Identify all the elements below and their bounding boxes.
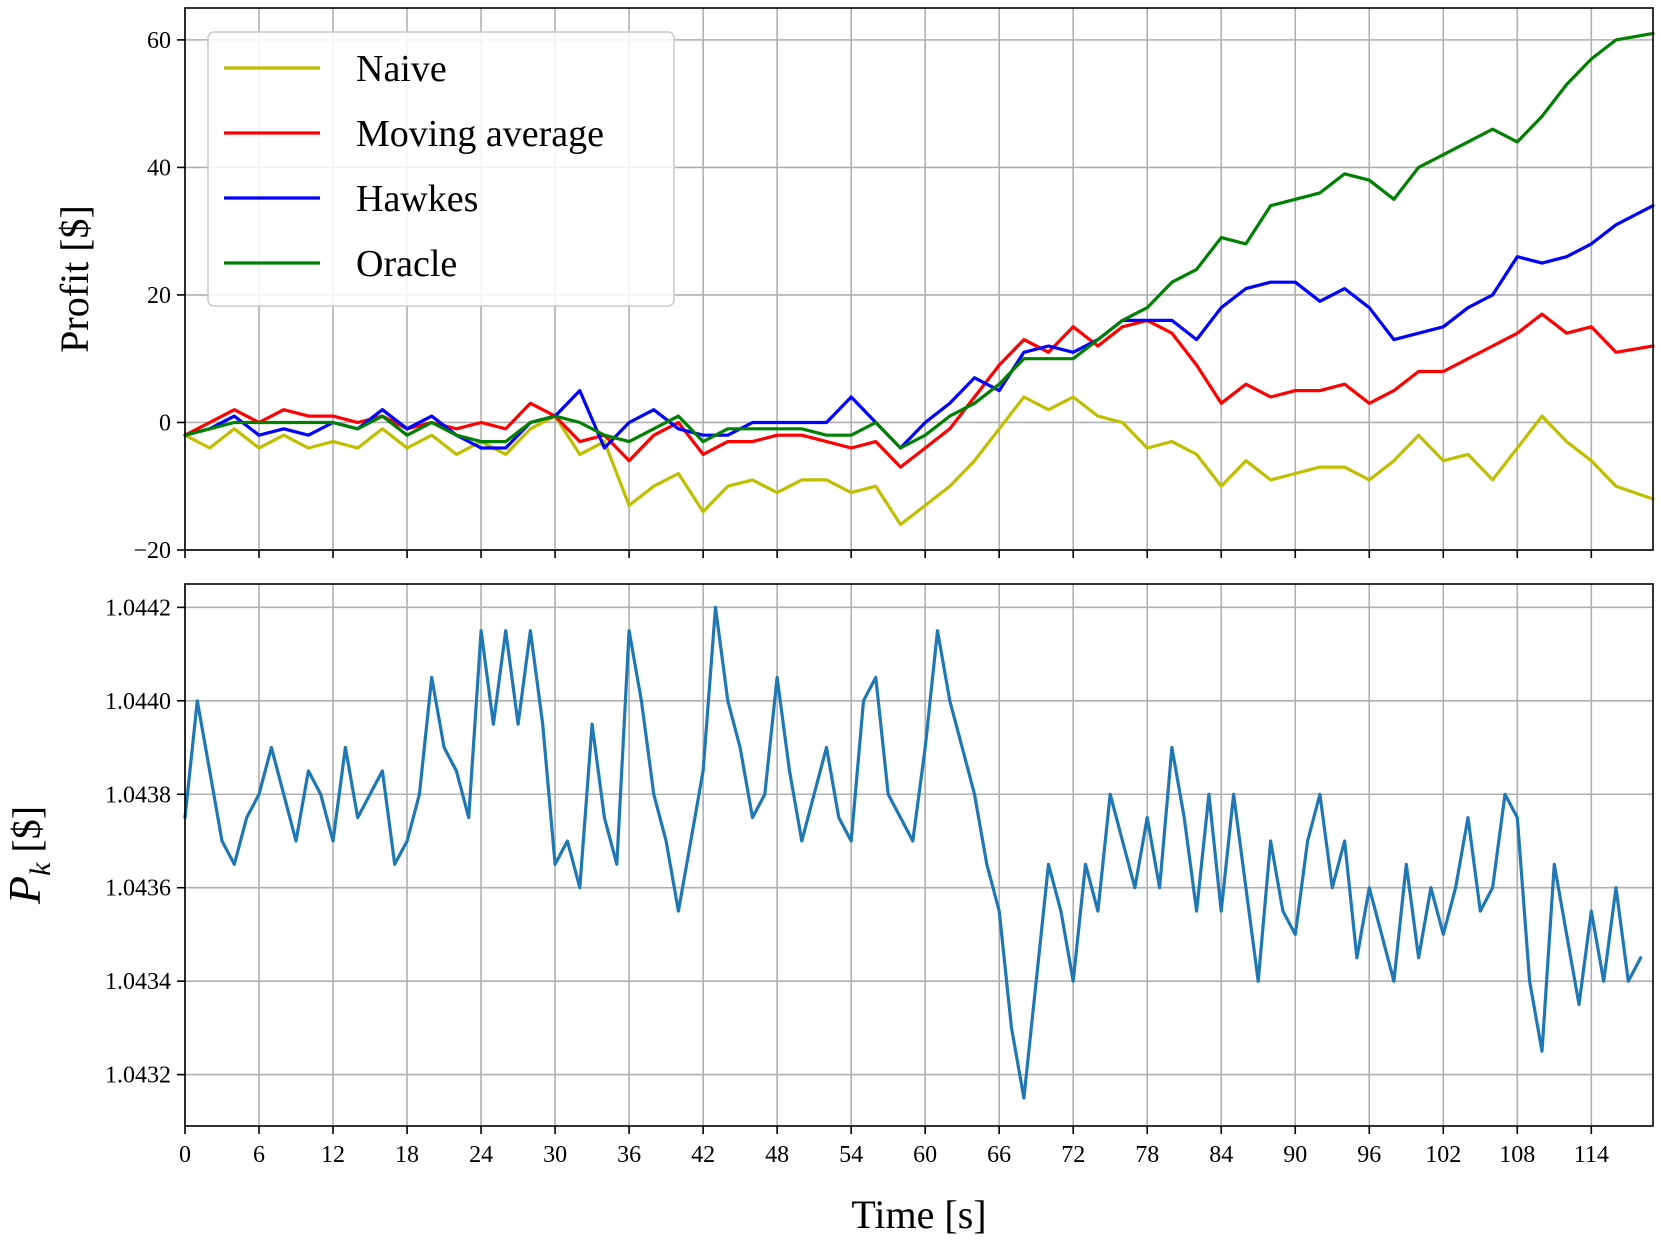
profit-y-tick-label: −20 — [133, 538, 171, 564]
price-series — [183, 605, 1643, 1100]
x-tick-label: 18 — [395, 1142, 419, 1168]
profit-y-axis-title: Profit [$] — [52, 205, 97, 353]
price-y-tick-label: 1.0434 — [105, 969, 171, 995]
x-tick-label: 42 — [691, 1142, 715, 1168]
x-tick-label: 60 — [913, 1142, 937, 1168]
price-y-tick-label: 1.0432 — [105, 1063, 171, 1089]
profit-y-tick-label: 0 — [159, 410, 171, 436]
price-ticks: 0 6 12 18 24 30 36 42 48 54 60 66 72 78 84 90 96 102 108 11… — [105, 595, 1609, 1168]
price-y-axis-subscript: k — [24, 862, 57, 876]
x-tick-label: 48 — [765, 1142, 789, 1168]
x-tick-label: 0 — [179, 1142, 191, 1168]
x-tick-label: 72 — [1061, 1142, 1085, 1168]
x-tick-label: 12 — [321, 1142, 345, 1168]
x-tick-label: 114 — [1574, 1142, 1609, 1168]
price-y-tick-label: 1.0436 — [105, 876, 171, 902]
profit-axes-frame — [184, 7, 1654, 551]
legend-label-oracle: Oracle — [356, 243, 457, 285]
price-y-tick-label: 1.0440 — [105, 689, 171, 715]
profit-y-tick-label: 60 — [147, 28, 171, 54]
x-tick-label: 96 — [1357, 1142, 1381, 1168]
x-tick-label: 24 — [469, 1142, 493, 1168]
price-axes-frame — [184, 583, 1654, 1127]
x-tick-label: 78 — [1135, 1142, 1159, 1168]
price-y-tick-label: 1.0442 — [105, 595, 171, 621]
profit-series-oracle — [183, 31, 1655, 450]
profit-series-hawkes — [183, 204, 1655, 450]
x-tick-label: 102 — [1425, 1142, 1461, 1168]
profit-series-naive — [183, 395, 1655, 527]
legend: Naive Moving average Hawkes Oracle — [207, 31, 675, 307]
price-gridlines — [184, 584, 1653, 1126]
x-tick-label: 90 — [1283, 1142, 1307, 1168]
legend-box — [207, 31, 675, 307]
price-series-p-k — [183, 605, 1643, 1100]
legend-label-hawkes: Hawkes — [356, 178, 478, 220]
price-y-axis-title: Pk [$] — [0, 806, 57, 905]
x-tick-label: 66 — [987, 1142, 1011, 1168]
x-tick-label: 108 — [1499, 1142, 1535, 1168]
x-tick-label: 36 — [617, 1142, 641, 1168]
profit-y-tick-label: 40 — [147, 155, 171, 181]
price-y-axis-unit: [$] — [4, 806, 49, 853]
x-tick-label: 54 — [839, 1142, 863, 1168]
profit-y-tick-label: 20 — [147, 283, 171, 309]
profit-series — [183, 31, 1655, 527]
profit-series-moving-average — [183, 312, 1655, 469]
price-panel: 0 6 12 18 24 30 36 42 48 54 60 66 72 78 84 90 96 102 108 11… — [0, 583, 1654, 1237]
profit-panel: −20 0 20 40 60 Profit [$] Naive Moving avera… — [52, 7, 1655, 564]
price-y-tick-label: 1.0438 — [105, 782, 171, 808]
price-y-axis-symbol: P — [0, 876, 50, 905]
x-axis-title: Time [s] — [851, 1192, 986, 1237]
legend-label-moving-average: Moving average — [356, 113, 604, 155]
profit-ticks: −20 0 20 40 60 — [133, 28, 1593, 564]
x-tick-label: 6 — [253, 1142, 265, 1168]
x-tick-label: 30 — [543, 1142, 567, 1168]
legend-label-naive: Naive — [356, 48, 447, 90]
x-tick-label: 84 — [1209, 1142, 1233, 1168]
